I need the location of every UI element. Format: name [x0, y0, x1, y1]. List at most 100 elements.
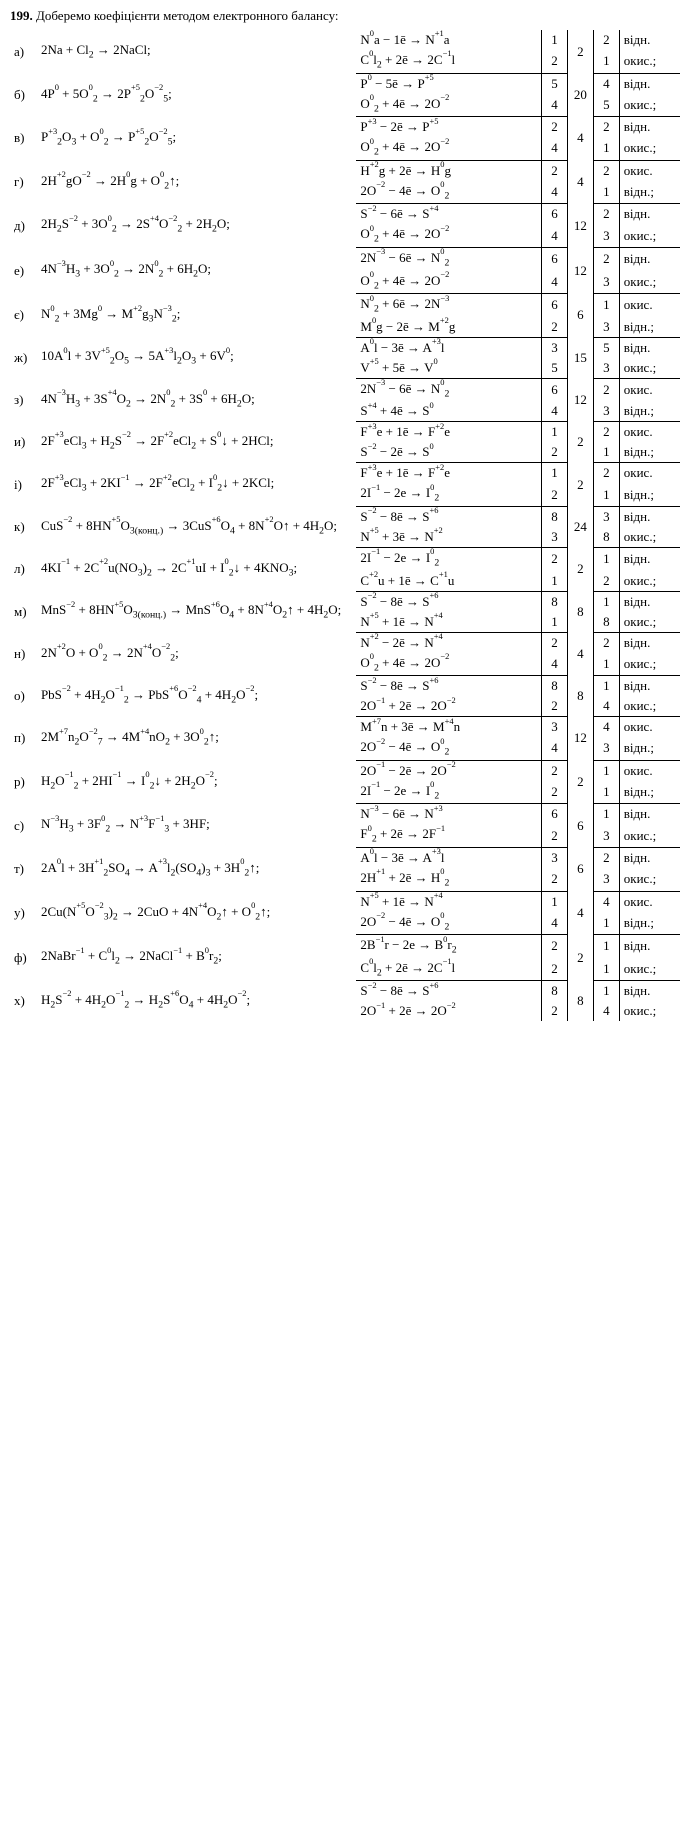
lcm: 2 [567, 30, 593, 73]
coef-1: 2 [593, 117, 619, 138]
electrons-2: 2 [542, 781, 568, 804]
electrons-1: 5 [542, 73, 568, 94]
electrons-2: 4 [542, 737, 568, 760]
electrons-1: 6 [542, 294, 568, 317]
half-reaction-1: A0l − 3ē → A+3l [356, 337, 541, 358]
electrons-1: 2 [542, 160, 568, 181]
coef-1: 2 [593, 463, 619, 484]
coef-1: 4 [593, 717, 619, 738]
label-2: відн.; [619, 781, 680, 804]
lcm: 6 [567, 294, 593, 338]
equation: 2Na + Cl2 → 2NaCl; [37, 30, 356, 73]
coef-1: 1 [593, 760, 619, 781]
lcm: 12 [567, 378, 593, 422]
row-letter: б) [10, 73, 37, 117]
row-letter: с) [10, 804, 37, 848]
coef-2: 2 [593, 571, 619, 592]
equation: 2NaBr−1 + C0l2 → 2NaCl−1 + B0r2; [37, 935, 356, 981]
half-reaction-2: 2O−1 + 2ē → 2O−2 [356, 696, 541, 717]
row-letter: є) [10, 294, 37, 338]
equation: PbS−2 + 4H2O−12 → PbS+6O−24 + 4H2O−2; [37, 676, 356, 717]
equation: P+32O3 + O02 → P+52O−25; [37, 117, 356, 161]
coef-2: 3 [593, 317, 619, 338]
coef-2: 4 [593, 696, 619, 717]
equation: 2H+2gO−2 → 2H0g + O02↑; [37, 160, 356, 204]
half-reaction-1: 2N−3 − 6ē → N02 [356, 378, 541, 401]
half-reaction-1: S−2 − 8ē → S+6 [356, 506, 541, 527]
half-reaction-1: P+3 − 2ē → P+5 [356, 117, 541, 138]
half-reaction-1: H+2g + 2ē → H0g [356, 160, 541, 181]
electrons-1: 1 [542, 463, 568, 484]
lcm: 8 [567, 591, 593, 632]
half-reaction-1: S−2 − 8ē → S+6 [356, 676, 541, 697]
label-2: окис.; [619, 571, 680, 592]
lcm: 15 [567, 337, 593, 378]
electrons-2: 4 [542, 224, 568, 247]
half-reaction-2: F02 + 2ē → 2F−1 [356, 824, 541, 847]
half-reaction-2: 2O−2 − 4ē → O02 [356, 912, 541, 935]
lcm: 4 [567, 632, 593, 676]
equation: H2S−2 + 4H2O−12 → H2S+6O4 + 4H2O−2; [37, 981, 356, 1022]
coef-1: 2 [593, 422, 619, 443]
half-reaction-1: 2N−3 − 6ē → N02 [356, 247, 541, 270]
half-reaction-2: V+5 + 5ē → V0 [356, 358, 541, 379]
coef-1: 2 [593, 847, 619, 868]
coef-1: 3 [593, 506, 619, 527]
electrons-1: 6 [542, 378, 568, 401]
half-reaction-2: O02 + 4ē → 2O−2 [356, 94, 541, 117]
half-reaction-2: 2H+1 + 2ē → H02 [356, 868, 541, 891]
label-1: окис. [619, 463, 680, 484]
coef-2: 1 [593, 781, 619, 804]
electrons-1: 8 [542, 591, 568, 612]
electrons-1: 2 [542, 760, 568, 781]
lcm: 4 [567, 160, 593, 204]
problem-number: 199. [10, 8, 33, 23]
label-2: відн.; [619, 483, 680, 506]
row-letter: т) [10, 847, 37, 891]
lcm: 4 [567, 891, 593, 935]
half-reaction-2: O02 + 4ē → 2O−2 [356, 224, 541, 247]
row-letter: з) [10, 378, 37, 422]
row-letter: а) [10, 30, 37, 73]
electrons-2: 4 [542, 137, 568, 160]
row-letter: и) [10, 422, 37, 463]
label-1: окис. [619, 294, 680, 317]
page-title: 199. Доберемо коефіцієнти методом електр… [10, 8, 680, 24]
half-reaction-1: 2O−1 − 2ē → 2O−2 [356, 760, 541, 781]
coef-2: 1 [593, 442, 619, 463]
row-letter: ф) [10, 935, 37, 981]
coef-2: 1 [593, 958, 619, 981]
electrons-2: 1 [542, 571, 568, 592]
coef-2: 3 [593, 824, 619, 847]
lcm: 8 [567, 676, 593, 717]
label-1: відн. [619, 506, 680, 527]
equation: 2F+3eCl3 + H2S−2 → 2F+2eCl2 + S0↓ + 2HCl… [37, 422, 356, 463]
electrons-1: 2 [542, 117, 568, 138]
label-1: окис. [619, 422, 680, 443]
lcm: 2 [567, 422, 593, 463]
row-letter: о) [10, 676, 37, 717]
row-letter: д) [10, 204, 37, 248]
label-2: окис.; [619, 224, 680, 247]
equation: 2H2S−2 + 3O02 → 2S+4O−22 + 2H2O; [37, 204, 356, 248]
electrons-2: 3 [542, 527, 568, 548]
label-2: окис.; [619, 271, 680, 294]
label-2: відн.; [619, 737, 680, 760]
label-2: окис.; [619, 137, 680, 160]
label-1: відн. [619, 632, 680, 653]
electrons-1: 6 [542, 804, 568, 825]
electrons-1: 6 [542, 204, 568, 225]
half-reaction-2: S+4 + 4ē → S0 [356, 401, 541, 422]
row-letter: в) [10, 117, 37, 161]
equation: 4KI−1 + 2C+2u(NO3)2 → 2C+1uI + I02↓ + 4K… [37, 547, 356, 591]
equation: 2Cu(N+5O−23)2 → 2CuO + 4N+4O2↑ + O02↑; [37, 891, 356, 935]
lcm: 4 [567, 117, 593, 161]
half-reaction-1: 2B−1r − 2e → B0r2 [356, 935, 541, 958]
electrons-1: 8 [542, 506, 568, 527]
label-1: відн. [619, 337, 680, 358]
lcm: 12 [567, 204, 593, 248]
coef-1: 1 [593, 547, 619, 570]
coef-2: 1 [593, 181, 619, 204]
electrons-2: 4 [542, 94, 568, 117]
row-letter: г) [10, 160, 37, 204]
